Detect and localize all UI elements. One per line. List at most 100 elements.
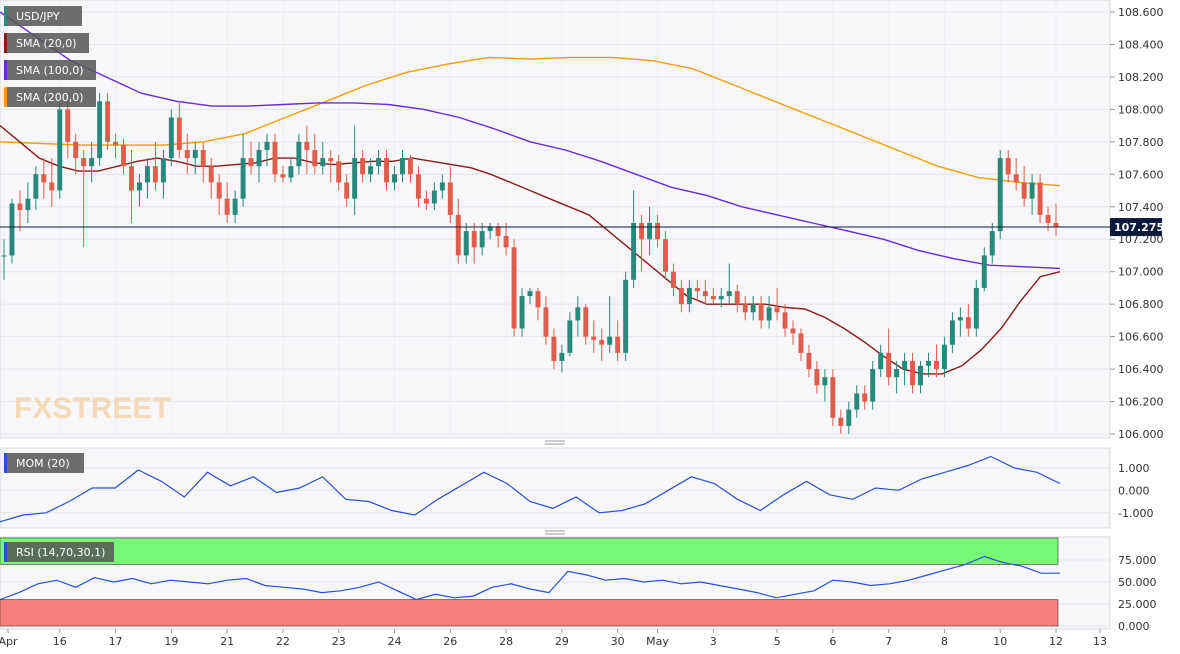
candle[interactable]: [423, 190, 429, 211]
candle[interactable]: [615, 320, 621, 361]
candle[interactable]: [240, 133, 246, 207]
candle[interactable]: [647, 206, 653, 256]
candle[interactable]: [710, 287, 716, 305]
candle[interactable]: [567, 312, 573, 357]
candle[interactable]: [686, 279, 692, 313]
mom-tag[interactable]: MOM (20): [4, 453, 84, 473]
candle[interactable]: [89, 141, 95, 183]
candle[interactable]: [910, 352, 916, 394]
candle[interactable]: [376, 149, 382, 175]
candle[interactable]: [750, 296, 756, 321]
candle[interactable]: [870, 360, 876, 410]
candle[interactable]: [360, 149, 366, 183]
candle[interactable]: [949, 312, 955, 353]
candle[interactable]: [57, 101, 63, 199]
candle[interactable]: [670, 263, 676, 297]
candle[interactable]: [97, 93, 103, 167]
candle[interactable]: [137, 174, 142, 207]
candle[interactable]: [17, 190, 23, 232]
candle[interactable]: [312, 133, 318, 175]
candle[interactable]: [1029, 174, 1035, 215]
candle[interactable]: [431, 182, 437, 211]
candle[interactable]: [328, 149, 334, 183]
candle[interactable]: [384, 149, 390, 191]
candle[interactable]: [152, 141, 158, 191]
candle[interactable]: [280, 166, 286, 183]
candle[interactable]: [822, 369, 828, 402]
candle[interactable]: [973, 279, 979, 337]
candle[interactable]: [678, 279, 684, 313]
rsi-tag[interactable]: RSI (14,70,30,1): [4, 542, 114, 562]
candle[interactable]: [862, 385, 868, 410]
candle[interactable]: [81, 149, 87, 248]
candle[interactable]: [718, 287, 724, 308]
candle[interactable]: [176, 101, 182, 159]
candle[interactable]: [144, 158, 150, 199]
symbol-tag[interactable]: USD/JPY: [4, 6, 82, 26]
candle[interactable]: [503, 223, 509, 256]
candle[interactable]: [1, 239, 7, 280]
candle[interactable]: [1021, 166, 1027, 207]
candle[interactable]: [599, 328, 605, 361]
candle[interactable]: [981, 247, 987, 292]
candle[interactable]: [933, 344, 939, 378]
candle[interactable]: [352, 125, 358, 215]
candle[interactable]: [918, 360, 923, 394]
candle[interactable]: [160, 149, 166, 199]
candle[interactable]: [702, 279, 708, 305]
candle[interactable]: [288, 158, 294, 183]
candle[interactable]: [639, 214, 645, 272]
candle[interactable]: [607, 296, 613, 353]
candle[interactable]: [368, 158, 374, 183]
candle[interactable]: [200, 141, 206, 183]
candle[interactable]: [575, 296, 581, 337]
candle[interactable]: [304, 125, 310, 175]
candle[interactable]: [447, 166, 453, 223]
candle[interactable]: [902, 352, 908, 386]
candle[interactable]: [758, 296, 764, 329]
candle[interactable]: [878, 344, 884, 378]
candle[interactable]: [407, 154, 413, 183]
candle[interactable]: [535, 287, 541, 321]
candle[interactable]: [455, 198, 461, 264]
legend-sma100[interactable]: SMA (100,0): [4, 60, 96, 80]
candle[interactable]: [216, 174, 222, 215]
candle[interactable]: [264, 133, 270, 167]
candle[interactable]: [1013, 158, 1019, 191]
candle[interactable]: [415, 166, 421, 207]
candle[interactable]: [1053, 203, 1059, 236]
candle[interactable]: [997, 149, 1003, 240]
candle[interactable]: [1037, 174, 1043, 223]
candle[interactable]: [439, 174, 445, 199]
candle[interactable]: [694, 279, 700, 301]
candle[interactable]: [726, 263, 732, 305]
candle[interactable]: [41, 158, 47, 199]
candle[interactable]: [184, 133, 190, 175]
candle[interactable]: [192, 141, 198, 175]
candle[interactable]: [886, 328, 892, 386]
candle[interactable]: [519, 287, 525, 337]
candle[interactable]: [344, 174, 350, 207]
candle[interactable]: [113, 133, 119, 159]
candle[interactable]: [854, 385, 860, 418]
candle[interactable]: [392, 166, 397, 191]
candle[interactable]: [734, 284, 740, 313]
candle[interactable]: [798, 328, 804, 361]
candle[interactable]: [208, 158, 214, 199]
candle[interactable]: [543, 296, 549, 345]
candle[interactable]: [487, 223, 493, 240]
candle[interactable]: [989, 223, 995, 264]
candle[interactable]: [894, 360, 900, 394]
candle[interactable]: [224, 182, 230, 223]
candle[interactable]: [830, 369, 836, 426]
candle[interactable]: [551, 328, 557, 370]
candle[interactable]: [296, 133, 302, 175]
legend-sma200[interactable]: SMA (200,0): [4, 87, 96, 107]
candle[interactable]: [479, 223, 485, 256]
candle[interactable]: [25, 182, 31, 223]
candle[interactable]: [9, 198, 15, 264]
candle[interactable]: [511, 239, 517, 337]
candle[interactable]: [631, 190, 637, 288]
candle[interactable]: [591, 320, 597, 353]
candle[interactable]: [655, 214, 660, 248]
